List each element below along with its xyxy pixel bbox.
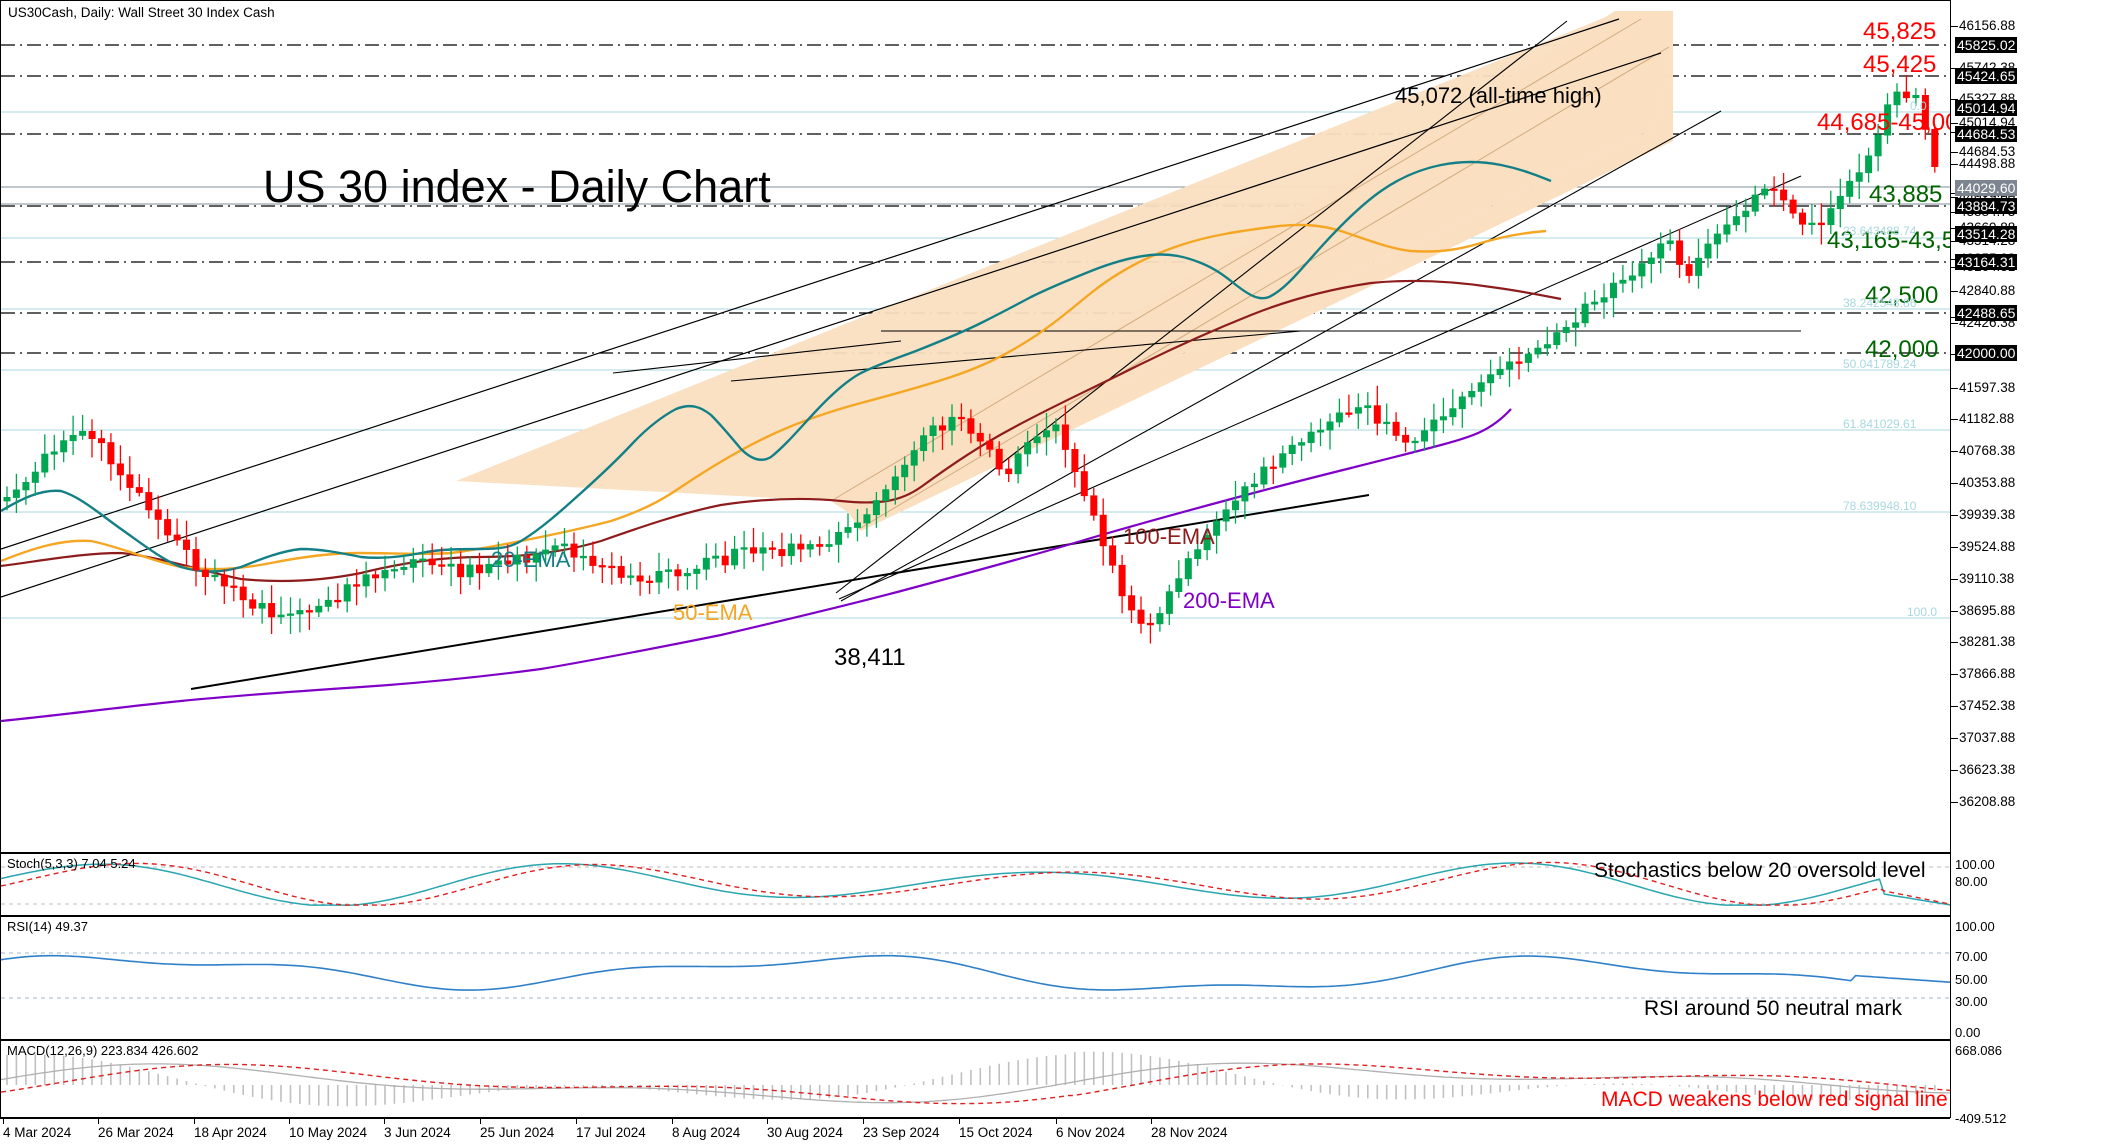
date-axis-tick: 25 Jun 2024 — [480, 1118, 554, 1140]
annotation-resistance-45425: 45,425 — [1863, 51, 1937, 78]
fib-level-label: 23.643488.74 — [1843, 224, 1917, 238]
annotation-resistance-44685-45000: 44,685-45,000 — [1817, 109, 1950, 136]
price-axis-tick: 37037.88 — [1951, 731, 2015, 745]
date-axis-tick: 6 Nov 2024 — [1056, 1118, 1125, 1140]
price-plot — [1, 11, 1950, 723]
price-axis-highlight-label: 44684.53 — [1955, 126, 2018, 142]
annotation-support-43165-43515: 43,165-43,515 — [1827, 227, 1950, 254]
date-axis-tick: 4 Mar 2024 — [3, 1118, 71, 1140]
indicator-axis-tick: 70.00 — [1955, 949, 1988, 964]
price-axis-tick: 38695.88 — [1951, 604, 2015, 618]
indicator-axis-tick: 0.00 — [1955, 1025, 1981, 1040]
indicator-axis-tick: 100.00 — [1955, 857, 1995, 872]
macd-axis: 668.086 -409.512 — [1950, 1040, 2107, 1125]
annotation-resistance-45825: 45,825 — [1863, 18, 1937, 45]
price-axis-tick: 44684.53 — [1951, 145, 2015, 159]
price-axis-highlight-label: 43514.28 — [1955, 226, 2018, 242]
price-axis-highlight-label: 42000.00 — [1955, 345, 2018, 361]
price-axis-highlight-label: 43884.73 — [1955, 198, 2018, 214]
date-axis-tick: 30 Aug 2024 — [767, 1118, 843, 1140]
price-axis-tick: 37866.88 — [1951, 667, 2015, 681]
price-axis-tick: 41597.38 — [1951, 381, 2015, 395]
price-axis-tick: 45014.94 — [1951, 116, 2015, 130]
indicator-axis-tick: 80.00 — [1955, 874, 1988, 889]
price-axis-tick: 39524.88 — [1951, 540, 2015, 554]
stochastic-label: Stoch(5,3,3) 7.04 5.24 — [7, 856, 136, 871]
label-50-ema: 50-EMA — [673, 600, 753, 625]
indicator-axis-tick: 50.00 — [1955, 972, 1988, 987]
stochastic-plot — [1, 861, 1950, 906]
rsi-plot — [1, 952, 1950, 999]
indicator-axis-tick: -409.512 — [1955, 1111, 2007, 1126]
price-axis[interactable]: 46156.8845742.3845327.8845014.9444913.38… — [1950, 0, 2107, 853]
candlesticks — [3, 75, 1939, 644]
stochastic-panel[interactable]: Stoch(5,3,3) 7.04 5.24 Stochastics below… — [0, 853, 1951, 916]
date-axis-tick: 8 Aug 2024 — [672, 1118, 740, 1140]
date-axis-tick: 3 Jun 2024 — [384, 1118, 451, 1140]
price-axis-highlight-label: 43164.31 — [1955, 254, 2018, 270]
price-axis-highlight-label: 44029.60 — [1955, 180, 2018, 196]
macd-plot — [1, 1051, 1950, 1107]
annotation-rsi-note: RSI around 50 neutral mark — [1644, 997, 1902, 1020]
date-axis-tick: 17 Jul 2024 — [576, 1118, 646, 1140]
annotation-support-42500: 42,500 — [1865, 282, 1939, 309]
fib-level-label: 0.0 — [1910, 99, 1927, 113]
fib-level-label: 61.841029.61 — [1843, 417, 1917, 431]
rsi-axis: 100.00 70.00 50.00 30.00 0.00 — [1950, 916, 2107, 1040]
chart-symbol-header: US30Cash, Daily: Wall Street 30 Index Ca… — [8, 5, 275, 20]
price-axis-tick: 38281.38 — [1951, 635, 2015, 649]
page-title: US 30 index - Daily Chart — [263, 161, 771, 212]
indicator-axis-tick: 668.086 — [1955, 1043, 2002, 1058]
price-axis-highlight-label: 45424.65 — [1955, 68, 2018, 84]
annotation-support-42000: 42,000 — [1865, 336, 1939, 363]
price-axis-tick: 39110.38 — [1951, 572, 2014, 586]
date-axis-tick: 10 May 2024 — [289, 1118, 367, 1140]
fib-level-label: 50.041789.24 — [1843, 357, 1917, 371]
price-axis-highlight-label: 42488.65 — [1955, 305, 2018, 321]
macd-panel[interactable]: MACD(12,26,9) 223.834 426.602 MACD weake… — [0, 1040, 1951, 1118]
price-axis-tick: 39939.38 — [1951, 508, 2015, 522]
annotation-swing-low-38411: 38,411 — [834, 644, 906, 671]
annotation-support-43885: 43,885 — [1869, 181, 1943, 208]
annotation-macd-note: MACD weakens below red signal line — [1601, 1088, 1948, 1111]
price-axis-tick: 37452.38 — [1951, 699, 2015, 713]
label-20-ema: 20-EMA — [491, 547, 571, 572]
date-axis-tick: 18 Apr 2024 — [194, 1118, 267, 1140]
price-axis-highlight-label: 45014.94 — [1955, 100, 2018, 116]
date-axis[interactable]: 4 Mar 2024 26 Mar 2024 18 Apr 2024 10 May 2… — [0, 1118, 1950, 1147]
macd-label: MACD(12,26,9) 223.834 426.602 — [7, 1043, 199, 1058]
price-axis-tick: 41182.88 — [1951, 412, 2014, 426]
indicator-axis-tick: 100.00 — [1955, 919, 1995, 934]
price-axis-tick: 36208.88 — [1951, 795, 2015, 809]
price-axis-tick: 40353.88 — [1951, 476, 2015, 490]
rsi-panel[interactable]: RSI(14) 49.37 RSI around 50 neutral mark — [0, 916, 1951, 1040]
annotation-all-time-high: 45,072 (all-time high) — [1395, 83, 1602, 108]
label-100-ema: 100-EMA — [1123, 524, 1215, 549]
price-axis-highlight-label: 45825.02 — [1955, 37, 2018, 53]
price-axis-tick: 46156.88 — [1951, 19, 2015, 33]
fib-level-label: 38.242548.86 — [1843, 296, 1917, 310]
fib-level-label: 100.0 — [1907, 605, 1938, 619]
annotation-stochastics-note: Stochastics below 20 oversold level — [1594, 859, 1926, 882]
date-axis-tick: 15 Oct 2024 — [959, 1118, 1033, 1140]
price-axis-tick: 44498.88 — [1951, 157, 2015, 171]
date-axis-tick: 23 Sep 2024 — [863, 1118, 940, 1140]
rsi-label: RSI(14) 49.37 — [7, 919, 88, 934]
price-panel[interactable]: US30Cash, Daily: Wall Street 30 Index Ca… — [0, 0, 1951, 853]
date-axis-tick: 28 Nov 2024 — [1151, 1118, 1228, 1140]
indicator-axis-tick: 30.00 — [1955, 994, 1988, 1009]
price-axis-tick: 40768.38 — [1951, 444, 2015, 458]
price-axis-tick: 36623.38 — [1951, 763, 2015, 777]
date-axis-tick: 26 Mar 2024 — [98, 1118, 174, 1140]
price-axis-tick: 42840.88 — [1951, 284, 2015, 298]
fib-level-label: 78.639948.10 — [1843, 499, 1917, 513]
label-200-ema: 200-EMA — [1183, 588, 1275, 613]
